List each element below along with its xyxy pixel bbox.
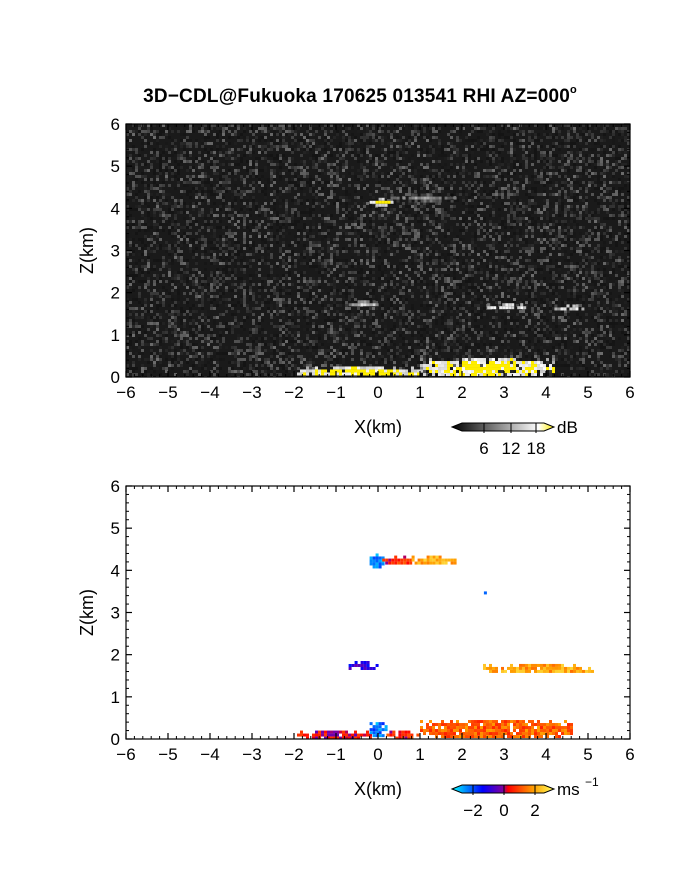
x-tick-label: −4 xyxy=(200,745,219,764)
x-tick-label: −3 xyxy=(242,745,261,764)
chart-title-text: 3D−CDL@Fukuoka 170625 013541 RHI AZ=000 xyxy=(143,86,571,107)
x-tick-label: −5 xyxy=(158,383,177,402)
chart-title: 3D−CDL@Fukuoka 170625 013541 RHI AZ=000o xyxy=(0,84,680,108)
x-axis: −6 −5 −4 −3 −2 −1 0 1 2 3 4 5 6 xyxy=(116,124,635,402)
echo-feature xyxy=(411,555,457,565)
colorbar-bar xyxy=(450,422,556,432)
y-axis-label: Z(km) xyxy=(77,589,97,636)
x-tick-label: 4 xyxy=(541,383,550,402)
echo-feature xyxy=(420,358,555,377)
x-tick-label: 2 xyxy=(457,745,466,764)
colorbar-bar xyxy=(450,784,556,794)
colorbar-tick-label: 18 xyxy=(527,439,546,458)
x-axis-label: X(km) xyxy=(354,779,402,799)
y-tick-label: 1 xyxy=(111,326,120,345)
noise-texture xyxy=(126,124,630,377)
echo-feature xyxy=(487,303,527,310)
colorbar-tick-label: 2 xyxy=(530,801,539,820)
y-tick-label: 0 xyxy=(111,730,120,749)
y-tick-label: 4 xyxy=(111,199,120,218)
y-axis: 0 1 2 3 4 5 6 xyxy=(111,477,630,749)
x-tick-label: 2 xyxy=(457,383,466,402)
echo-feature xyxy=(369,553,385,569)
x-tick-label: −2 xyxy=(284,383,303,402)
x-tick-label: −5 xyxy=(158,745,177,764)
x-tick-label: 3 xyxy=(499,745,508,764)
y-tick-label: 6 xyxy=(111,115,120,134)
y-tick-label: 3 xyxy=(111,604,120,623)
y-tick-label: 4 xyxy=(111,561,120,580)
echo-feature xyxy=(369,197,394,207)
colorbar-tick-label: 12 xyxy=(502,439,521,458)
y-tick-label: 2 xyxy=(111,284,120,303)
echo-feature xyxy=(554,304,585,311)
x-tick-label: −4 xyxy=(200,383,219,402)
x-tick-label: −2 xyxy=(284,745,303,764)
y-tick-label: 6 xyxy=(111,477,120,496)
colorbar: −2 0 2 ms −1 xyxy=(450,775,599,820)
echo-feature xyxy=(390,193,457,203)
colorbar-tick-label: 0 xyxy=(499,801,508,820)
x-tick-label: 6 xyxy=(625,745,634,764)
x-tick-label: 1 xyxy=(415,383,424,402)
y-tick-label: 5 xyxy=(111,519,120,538)
x-tick-label: 5 xyxy=(583,383,592,402)
x-axis: −6 −5 −4 −3 −2 −1 0 1 2 3 4 5 6 xyxy=(116,486,635,764)
x-tick-label: 0 xyxy=(373,745,382,764)
y-tick-label: 1 xyxy=(111,688,120,707)
y-axis-label: Z(km) xyxy=(77,227,97,274)
echo-features xyxy=(297,553,594,739)
x-tick-label: 6 xyxy=(625,383,634,402)
echo-feature xyxy=(348,660,379,670)
colorbar-unit-exponent: −1 xyxy=(585,775,599,789)
x-tick-label: 5 xyxy=(583,745,592,764)
echo-feature xyxy=(297,366,423,376)
colorbar-tick-label: −2 xyxy=(463,801,482,820)
x-tick-label: 0 xyxy=(373,383,382,402)
x-tick-label: 3 xyxy=(499,383,508,402)
x-tick-label: −3 xyxy=(242,383,261,402)
x-tick-label: −6 xyxy=(116,745,135,764)
plot-background xyxy=(126,486,630,739)
colorbar-unit: dB xyxy=(557,418,578,437)
y-tick-label: 0 xyxy=(111,368,120,387)
x-tick-label: −1 xyxy=(326,383,345,402)
echo-feature xyxy=(348,300,379,307)
echo-feature xyxy=(483,663,594,673)
colorbar-tick-label: 6 xyxy=(479,439,488,458)
echo-features xyxy=(297,193,585,377)
x-tick-label: −1 xyxy=(326,745,345,764)
degree-symbol: o xyxy=(570,84,577,96)
x-tick-label: −6 xyxy=(116,383,135,402)
echo-feature xyxy=(369,722,388,738)
x-tick-label: 4 xyxy=(541,745,550,764)
y-tick-label: 3 xyxy=(111,242,120,261)
x-axis-label: X(km) xyxy=(354,417,402,437)
velocity-panel: −6 −5 −4 −3 −2 −1 0 1 2 3 4 5 6 0 1 2 3 4 5 6 X(km) Z(km) −2 0 2… xyxy=(77,477,635,820)
y-axis: 0 1 2 3 4 5 6 xyxy=(111,115,630,387)
echo-feature xyxy=(382,555,413,565)
y-tick-label: 5 xyxy=(111,157,120,176)
colorbar: 6 12 18 dB xyxy=(450,418,578,458)
x-tick-label: 1 xyxy=(415,745,424,764)
echo-feature xyxy=(420,720,573,739)
y-tick-label: 2 xyxy=(111,646,120,665)
colorbar-unit: ms xyxy=(557,780,580,799)
echo-feature xyxy=(483,591,487,595)
